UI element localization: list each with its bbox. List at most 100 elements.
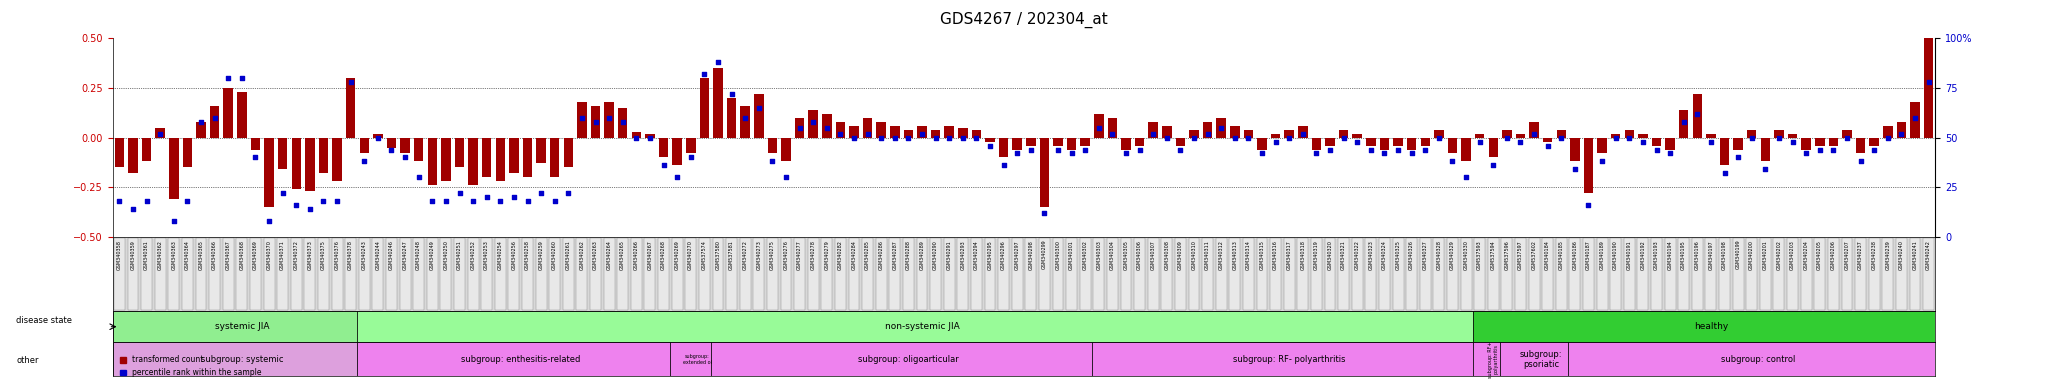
FancyBboxPatch shape xyxy=(956,238,969,310)
Text: GSM537593: GSM537593 xyxy=(1477,240,1483,270)
Point xyxy=(348,158,381,164)
Text: GSM340303: GSM340303 xyxy=(1096,240,1102,270)
Text: GSM537597: GSM537597 xyxy=(1518,240,1524,270)
FancyBboxPatch shape xyxy=(1501,238,1511,310)
Text: GSM340359: GSM340359 xyxy=(131,240,135,270)
FancyBboxPatch shape xyxy=(1829,238,1839,310)
FancyBboxPatch shape xyxy=(1855,238,1866,310)
Point xyxy=(172,198,205,204)
Bar xyxy=(1339,130,1348,137)
Bar xyxy=(428,137,436,185)
Point xyxy=(1096,131,1128,137)
Bar xyxy=(631,132,641,137)
Text: GSM340301: GSM340301 xyxy=(1069,240,1073,270)
Bar xyxy=(1911,102,1919,137)
FancyBboxPatch shape xyxy=(631,238,641,310)
Point xyxy=(729,115,762,121)
Bar xyxy=(1272,134,1280,137)
FancyBboxPatch shape xyxy=(1188,238,1200,310)
Text: GSM340261: GSM340261 xyxy=(565,240,571,270)
Bar xyxy=(387,137,395,147)
FancyBboxPatch shape xyxy=(1311,238,1321,310)
Text: GSM340363: GSM340363 xyxy=(172,240,176,270)
Bar xyxy=(182,137,193,167)
Bar xyxy=(332,137,342,181)
Point xyxy=(117,206,150,212)
Text: GSM340247: GSM340247 xyxy=(403,240,408,270)
Bar xyxy=(346,78,356,137)
FancyBboxPatch shape xyxy=(1909,238,1921,310)
Point xyxy=(1599,134,1632,141)
FancyBboxPatch shape xyxy=(1026,238,1036,310)
Bar xyxy=(238,92,246,137)
Text: GSM340319: GSM340319 xyxy=(1315,240,1319,270)
Bar xyxy=(1380,137,1389,149)
Point xyxy=(1028,210,1061,216)
FancyBboxPatch shape xyxy=(1800,238,1812,310)
Text: GSM340201: GSM340201 xyxy=(1763,240,1767,270)
Bar xyxy=(113,342,358,376)
Bar xyxy=(1473,342,1499,376)
Point xyxy=(401,174,434,180)
Text: GSM340262: GSM340262 xyxy=(580,240,584,270)
Text: GSM340187: GSM340187 xyxy=(1585,240,1591,270)
Text: GSM340269: GSM340269 xyxy=(674,240,680,270)
Text: GSM340369: GSM340369 xyxy=(254,240,258,270)
Text: GSM537594: GSM537594 xyxy=(1491,240,1495,270)
Text: subgroup:
psoriatic: subgroup: psoriatic xyxy=(1520,349,1563,369)
Point xyxy=(512,198,545,204)
Text: subgroup:
extended ol: subgroup: extended ol xyxy=(684,354,713,365)
Bar xyxy=(590,106,600,137)
Point xyxy=(1532,142,1565,149)
Bar xyxy=(496,137,506,181)
Point xyxy=(1382,146,1415,152)
FancyBboxPatch shape xyxy=(889,238,901,310)
Bar xyxy=(440,137,451,181)
Point xyxy=(293,206,326,212)
Text: GSM340320: GSM340320 xyxy=(1327,240,1333,270)
Point xyxy=(1395,151,1427,157)
Bar xyxy=(1638,134,1649,137)
FancyBboxPatch shape xyxy=(672,238,682,310)
FancyBboxPatch shape xyxy=(440,238,451,310)
FancyBboxPatch shape xyxy=(1067,238,1077,310)
FancyBboxPatch shape xyxy=(399,238,410,310)
Bar xyxy=(1802,137,1810,149)
Bar xyxy=(780,137,791,161)
Text: GSM340185: GSM340185 xyxy=(1559,240,1565,270)
Text: GSM340252: GSM340252 xyxy=(471,240,475,270)
Point xyxy=(1368,151,1401,157)
Point xyxy=(1014,146,1047,152)
FancyBboxPatch shape xyxy=(1706,238,1716,310)
FancyBboxPatch shape xyxy=(115,238,125,310)
Point xyxy=(756,158,788,164)
Point xyxy=(688,71,721,77)
Bar xyxy=(305,137,315,191)
Point xyxy=(592,115,625,121)
FancyBboxPatch shape xyxy=(1419,238,1432,310)
Bar xyxy=(250,137,260,149)
FancyBboxPatch shape xyxy=(182,238,193,310)
Text: GSM340237: GSM340237 xyxy=(1858,240,1864,270)
Bar xyxy=(944,126,954,137)
Bar xyxy=(1829,137,1839,146)
FancyBboxPatch shape xyxy=(604,238,614,310)
FancyBboxPatch shape xyxy=(1352,238,1362,310)
Text: GSM340258: GSM340258 xyxy=(524,240,530,270)
Point xyxy=(1137,131,1169,137)
Point xyxy=(375,146,408,152)
Bar xyxy=(223,88,233,137)
Point xyxy=(1872,134,1905,141)
Bar xyxy=(1692,94,1702,137)
FancyBboxPatch shape xyxy=(1556,238,1567,310)
FancyBboxPatch shape xyxy=(754,238,764,310)
Point xyxy=(158,218,190,224)
Point xyxy=(211,75,244,81)
Text: GSM340266: GSM340266 xyxy=(633,240,639,270)
Point xyxy=(1653,151,1686,157)
Point xyxy=(920,134,952,141)
Point xyxy=(905,131,938,137)
Point xyxy=(1898,115,1931,121)
Text: GSM340302: GSM340302 xyxy=(1083,240,1087,270)
Point xyxy=(647,162,680,169)
